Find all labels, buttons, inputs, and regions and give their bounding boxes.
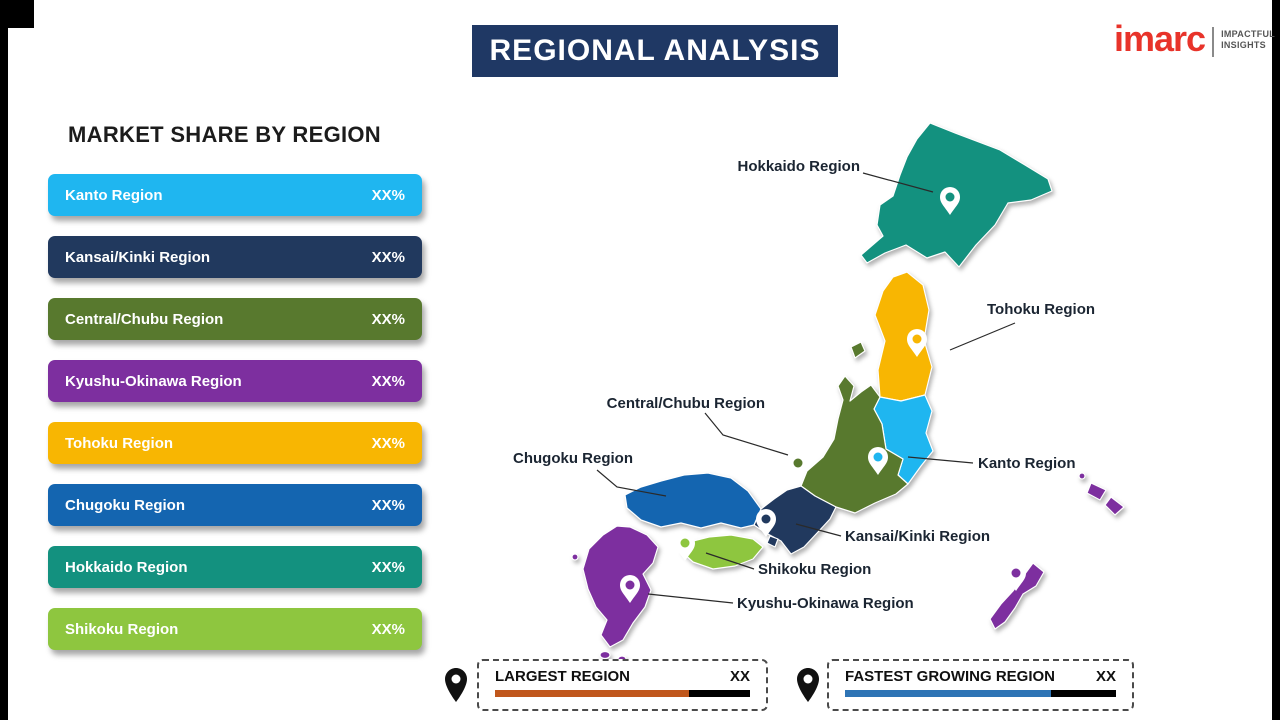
- region-sado-island: [850, 341, 866, 359]
- map-pin-hokkaido: [940, 187, 960, 215]
- largest-region-label: LARGEST REGION: [495, 668, 631, 685]
- market-share-bars: Kanto Region XX% Kansai/Kinki Region XX%…: [48, 174, 422, 670]
- fastest-growing-bar-black: [1050, 690, 1116, 697]
- letterbox-right: [1272, 0, 1280, 720]
- largest-region-pin-icon: [445, 668, 467, 702]
- fastest-growing-label: FASTEST GROWING REGION: [845, 668, 1056, 685]
- map-pin-kansai: [756, 509, 776, 537]
- region-chugoku: [624, 472, 762, 529]
- logo-divider: [1212, 27, 1215, 57]
- share-bar-label: Kanto Region: [65, 186, 163, 204]
- largest-region-bar-black: [688, 690, 750, 697]
- share-bar-label: Tohoku Region: [65, 434, 174, 452]
- map-label-kyushu: Kyushu-Okinawa Region: [737, 595, 914, 612]
- map-pin-tohoku: [907, 329, 927, 357]
- callout-kanto: [907, 456, 974, 464]
- fastest-growing-value: XX: [1095, 668, 1116, 685]
- share-bar-kyushu: Kyushu-Okinawa Region XX%: [48, 360, 422, 402]
- largest-region-value: XX: [729, 668, 750, 685]
- share-bar-label: Chugoku Region: [65, 496, 185, 514]
- callout-hokkaido: [862, 172, 934, 193]
- map-label-chubu: Central/Chubu Region: [607, 395, 765, 412]
- fastest-growing-box: FASTEST GROWING REGION XX: [827, 659, 1134, 711]
- map-pins: [620, 187, 1026, 603]
- region-amami-island-1: [1086, 482, 1107, 501]
- fastest-growing-bar-color: [845, 690, 1051, 697]
- share-bar-chugoku: Chugoku Region XX%: [48, 484, 422, 526]
- largest-region-box: LARGEST REGION XX: [477, 659, 768, 711]
- share-bar-value: XX%: [371, 620, 405, 638]
- region-amami-island-2: [1104, 496, 1125, 516]
- fastest-growing-bar: [845, 690, 1116, 697]
- share-bar-shikoku: Shikoku Region XX%: [48, 608, 422, 650]
- map-label-kanto: Kanto Region: [978, 455, 1076, 472]
- callout-kansai: [795, 523, 842, 537]
- japan-map: Hokkaido Region Tohoku Region Central/Ch…: [513, 122, 1125, 663]
- share-bar-hokkaido: Hokkaido Region XX%: [48, 546, 422, 588]
- share-bar-label: Central/Chubu Region: [65, 310, 224, 328]
- map-pin-chubu: [788, 453, 808, 481]
- share-bar-tohoku: Tohoku Region XX%: [48, 422, 422, 464]
- callout-chubu: [704, 412, 789, 456]
- imarc-logo: imarc IMPACTFUL INSIGHTS: [1114, 18, 1276, 59]
- share-bar-value: XX%: [371, 372, 405, 390]
- fastest-growing-pin-icon: [797, 668, 819, 702]
- share-bar-label: Hokkaido Region: [65, 558, 188, 576]
- share-bar-value: XX%: [371, 248, 405, 266]
- corner-block: [0, 0, 34, 28]
- region-shikoku: [680, 534, 764, 570]
- region-okinawa-main: [989, 562, 1045, 630]
- share-bar-kansai: Kansai/Kinki Region XX%: [48, 236, 422, 278]
- page-title-text: REGIONAL ANALYSIS: [489, 34, 821, 67]
- map-pin-shikoku: [675, 533, 695, 561]
- map-label-hokkaido: Hokkaido Region: [737, 158, 860, 175]
- share-bar-value: XX%: [371, 496, 405, 514]
- callout-kyushu: [647, 593, 734, 604]
- page-title: REGIONAL ANALYSIS: [472, 25, 838, 77]
- map-label-kansai: Kansai/Kinki Region: [845, 528, 990, 545]
- japan-landmass: [571, 122, 1125, 663]
- map-pin-kanto: [868, 447, 888, 475]
- letterbox-left: [0, 0, 8, 720]
- share-bar-kanto: Kanto Region XX%: [48, 174, 422, 216]
- region-kyushu-islet-1: [599, 650, 611, 660]
- region-awaji-island: [766, 535, 779, 548]
- region-kyushu-islet-3: [571, 553, 579, 561]
- imarc-wordmark: imarc: [1114, 18, 1206, 59]
- map-pin-okinawa: [1006, 563, 1026, 591]
- logo-tagline: IMPACTFUL INSIGHTS: [1221, 29, 1276, 51]
- share-bar-chubu: Central/Chubu Region XX%: [48, 298, 422, 340]
- share-bar-value: XX%: [371, 558, 405, 576]
- region-kansai: [753, 485, 837, 555]
- share-bar-value: XX%: [371, 310, 405, 328]
- callout-chugoku: [596, 469, 667, 497]
- share-bar-label: Shikoku Region: [65, 620, 179, 638]
- map-label-shikoku: Shikoku Region: [758, 561, 871, 578]
- share-bar-value: XX%: [371, 434, 405, 452]
- region-amami-islet: [1078, 472, 1086, 480]
- largest-region-bar-color: [495, 690, 689, 697]
- market-share-heading: MARKET SHARE BY REGION: [68, 122, 381, 147]
- map-label-chugoku: Chugoku Region: [513, 450, 633, 467]
- map-labels: Hokkaido Region Tohoku Region Central/Ch…: [513, 158, 1095, 612]
- callout-lines: [596, 172, 1016, 604]
- map-pin-kyushu: [620, 575, 640, 603]
- share-bar-label: Kansai/Kinki Region: [65, 248, 211, 266]
- largest-region-bar: [495, 690, 750, 697]
- callout-shikoku: [705, 552, 755, 570]
- share-bar-value: XX%: [371, 186, 405, 204]
- callout-tohoku: [949, 322, 1016, 351]
- map-label-tohoku: Tohoku Region: [987, 301, 1095, 318]
- share-bar-label: Kyushu-Okinawa Region: [65, 372, 242, 390]
